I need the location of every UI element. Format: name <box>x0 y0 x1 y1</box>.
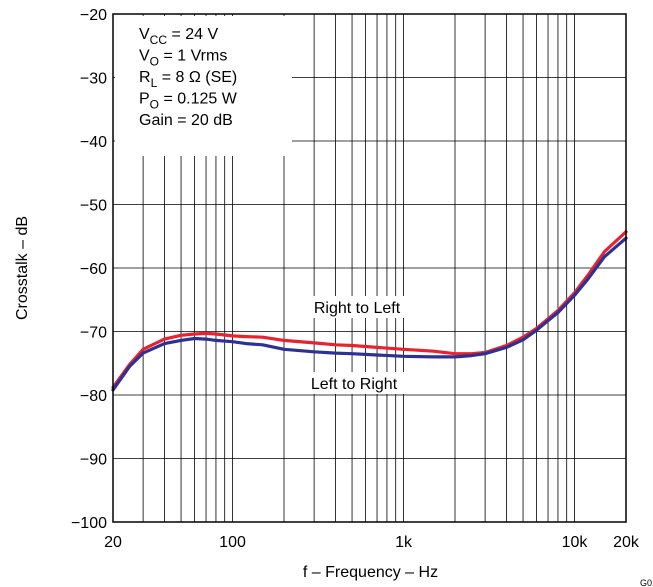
y-tick-label: −30 <box>80 71 107 88</box>
condition-subscript: O <box>150 55 159 69</box>
condition-line: VO = 1 Vrms <box>139 48 227 69</box>
y-tick-label: −60 <box>80 261 107 278</box>
condition-symbol: R <box>139 69 151 86</box>
condition-symbol: V <box>139 26 150 43</box>
series-label: Left to Right <box>311 376 398 393</box>
condition-line: RL = 8 Ω (SE) <box>139 69 237 90</box>
y-tick-label: −100 <box>71 515 107 532</box>
condition-line: PO = 0.125 W <box>139 91 238 112</box>
condition-value: = 1 Vrms <box>159 48 227 65</box>
y-tick-label: −40 <box>80 134 107 151</box>
plot-frame <box>112 13 627 523</box>
series-label-bg <box>291 372 417 394</box>
series-labels: Right to Left Left to Right <box>291 296 420 394</box>
condition-subscript: CC <box>150 33 168 47</box>
condition-symbol: V <box>139 48 150 65</box>
condition-value: = 0.125 W <box>159 91 238 108</box>
figure-id: G01 <box>640 578 653 587</box>
x-tick-label: 20 <box>104 534 122 551</box>
x-tick-label: 1k <box>395 534 413 551</box>
condition-line: Gain = 20 dB <box>139 112 233 129</box>
y-tick-label: −70 <box>80 325 107 342</box>
curves <box>111 230 628 392</box>
condition-value: = 24 V <box>167 26 218 43</box>
condition-subscript: O <box>150 98 159 112</box>
condition-line: VCC = 24 V <box>139 26 218 47</box>
condition-symbol: P <box>139 91 150 108</box>
conditions-box: VCC = 24 V VO = 1 Vrms RL = 8 Ω (SE) PO = 0… <box>139 26 238 129</box>
x-axis-label: f – Frequency – Hz <box>303 564 438 581</box>
x-tick-labels: 20 100 1k 10k 20k <box>104 534 640 551</box>
condition-symbol: Gain = 20 dB <box>139 112 233 129</box>
y-tick-label: −50 <box>80 198 107 215</box>
condition-value: = 8 Ω (SE) <box>157 69 237 86</box>
series-label-bg <box>294 296 420 318</box>
condition-subscript: L <box>151 76 158 90</box>
x-tick-label: 10k <box>562 534 589 551</box>
y-axis-label: Crosstalk – dB <box>14 216 31 320</box>
x-tick-label: 20k <box>613 534 640 551</box>
series-label: Right to Left <box>314 300 401 317</box>
conditions-box-bg <box>115 16 292 156</box>
y-tick-labels: −100 −90 −80 −70 −60 −50 −40 −30 −20 <box>71 7 107 532</box>
y-tick-label: −90 <box>80 452 107 469</box>
y-tick-label: −80 <box>80 388 107 405</box>
x-tick-label: 100 <box>219 534 246 551</box>
series-line <box>111 236 628 392</box>
y-tick-label: −20 <box>80 7 107 24</box>
